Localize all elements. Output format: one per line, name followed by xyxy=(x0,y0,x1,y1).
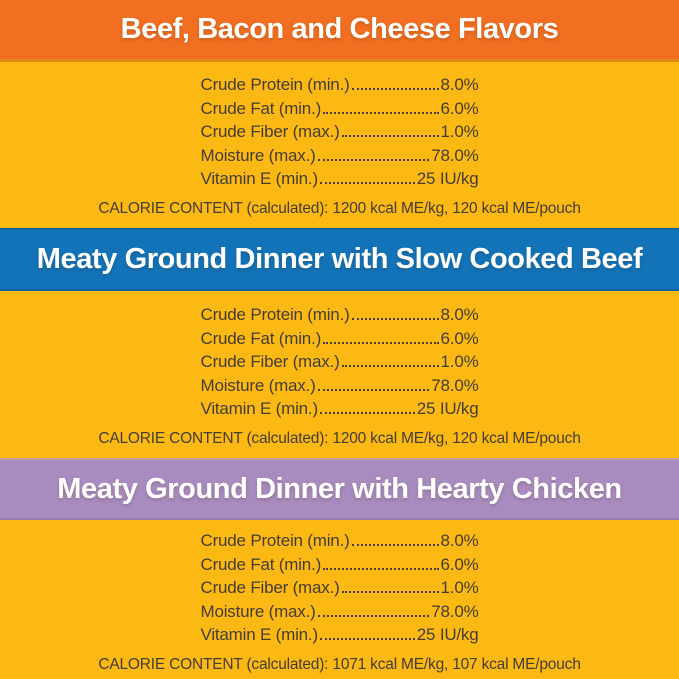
nutrient-value: 1.0% xyxy=(440,578,479,597)
nutrition-row: Crude Fat (min.) 6.0% xyxy=(201,553,479,577)
flavor-banner-title: Beef, Bacon and Cheese Flavors xyxy=(120,13,559,45)
nutrient-label: Crude Fiber (max.) xyxy=(200,352,340,371)
dot-leader xyxy=(319,182,415,184)
dot-leader xyxy=(341,135,439,137)
dot-leader xyxy=(323,567,439,570)
dot-leader xyxy=(323,341,439,344)
dot-leader xyxy=(317,614,430,617)
nutrition-row: Crude Protein (min.) 8.0% xyxy=(201,73,479,97)
guaranteed-analysis-section: Crude Protein (min.) 8.0% Crude Fat (min… xyxy=(0,520,679,679)
flavor-banner-title: Meaty Ground Dinner with Slow Cooked Bee… xyxy=(36,243,643,275)
nutrition-row: Crude Protein (min.) 8.0% xyxy=(201,303,479,327)
flavor-banner-hearty-chicken: Meaty Ground Dinner with Hearty Chicken xyxy=(0,458,679,520)
nutrition-row: Moisture (max.) 78.0% xyxy=(201,144,479,168)
nutrition-row: Vitamin E (min.) 25 IU/kg xyxy=(201,167,479,191)
nutrient-value: 78.0% xyxy=(431,145,479,165)
dot-leader xyxy=(351,88,439,90)
calorie-content-line: CALORIE CONTENT (calculated): 1200 kcal … xyxy=(98,429,581,447)
nutrition-row: Crude Protein (min.) 8.0% xyxy=(201,529,479,553)
nutrient-value: 8.0% xyxy=(440,305,479,324)
nutrition-rows: Crude Protein (min.) 8.0% Crude Fat (min… xyxy=(201,303,479,421)
dot-leader xyxy=(341,365,439,367)
calorie-content-line: CALORIE CONTENT (calculated): 1200 kcal … xyxy=(98,199,581,217)
nutrient-label: Crude Fat (min.) xyxy=(200,98,322,118)
calorie-content-line: CALORIE CONTENT (calculated): 1071 kcal … xyxy=(98,655,581,673)
nutrient-label: Crude Fat (min.) xyxy=(200,554,322,574)
nutrient-value: 1.0% xyxy=(440,352,479,371)
flavor-banner-title: Meaty Ground Dinner with Hearty Chicken xyxy=(57,472,622,505)
flavor-banner-beef-bacon-cheese: Beef, Bacon and Cheese Flavors xyxy=(0,0,679,62)
nutrient-value: 78.0% xyxy=(431,601,479,621)
nutrition-row: Moisture (max.) 78.0% xyxy=(201,600,479,624)
nutrition-row: Crude Fat (min.) 6.0% xyxy=(201,97,479,121)
nutrient-label: Vitamin E (min.) xyxy=(200,625,319,644)
dot-leader xyxy=(351,544,439,546)
nutrient-value: 25 IU/kg xyxy=(416,625,479,644)
nutrient-label: Crude Fiber (max.) xyxy=(200,122,340,141)
nutrient-value: 25 IU/kg xyxy=(416,169,479,188)
nutrient-label: Crude Fat (min.) xyxy=(200,328,322,348)
flavor-banner-slow-cooked-beef: Meaty Ground Dinner with Slow Cooked Bee… xyxy=(0,228,679,291)
nutrient-label: Moisture (max.) xyxy=(200,375,316,395)
nutrition-row: Crude Fiber (max.) 1.0% xyxy=(201,576,479,600)
dot-leader xyxy=(323,111,439,114)
nutrient-label: Vitamin E (min.) xyxy=(200,169,319,188)
nutrient-label: Vitamin E (min.) xyxy=(200,399,319,418)
guaranteed-analysis-section: Crude Protein (min.) 8.0% Crude Fat (min… xyxy=(0,291,679,458)
nutrient-label: Crude Protein (min.) xyxy=(200,305,350,324)
nutrient-label: Crude Fiber (max.) xyxy=(200,578,340,597)
nutrient-value: 6.0% xyxy=(440,328,479,348)
dot-leader xyxy=(317,388,430,391)
nutrition-row: Crude Fat (min.) 6.0% xyxy=(201,327,479,351)
nutrient-value: 6.0% xyxy=(440,98,479,118)
nutrient-value: 8.0% xyxy=(440,531,479,550)
guaranteed-analysis-section: Crude Protein (min.) 8.0% Crude Fat (min… xyxy=(0,62,679,228)
nutrient-value: 6.0% xyxy=(440,554,479,574)
nutrition-row: Vitamin E (min.) 25 IU/kg xyxy=(201,623,479,647)
dot-leader xyxy=(341,591,439,593)
dot-leader xyxy=(319,638,415,640)
dot-leader xyxy=(319,412,415,414)
nutrient-label: Crude Protein (min.) xyxy=(200,531,350,550)
nutrition-row: Vitamin E (min.) 25 IU/kg xyxy=(201,397,479,421)
nutrient-value: 25 IU/kg xyxy=(416,399,479,418)
nutrition-rows: Crude Protein (min.) 8.0% Crude Fat (min… xyxy=(201,73,479,191)
nutrition-row: Crude Fiber (max.) 1.0% xyxy=(201,120,479,144)
nutrient-value: 1.0% xyxy=(440,122,479,141)
nutrition-row: Crude Fiber (max.) 1.0% xyxy=(201,350,479,374)
dot-leader xyxy=(317,158,430,161)
nutrition-row: Moisture (max.) 78.0% xyxy=(201,374,479,398)
nutrient-label: Moisture (max.) xyxy=(200,601,316,621)
nutrient-label: Moisture (max.) xyxy=(200,145,316,165)
nutrition-rows: Crude Protein (min.) 8.0% Crude Fat (min… xyxy=(201,529,479,647)
dot-leader xyxy=(351,318,439,320)
nutrient-label: Crude Protein (min.) xyxy=(200,75,350,94)
nutrient-value: 78.0% xyxy=(431,375,479,395)
nutrient-value: 8.0% xyxy=(440,75,479,94)
